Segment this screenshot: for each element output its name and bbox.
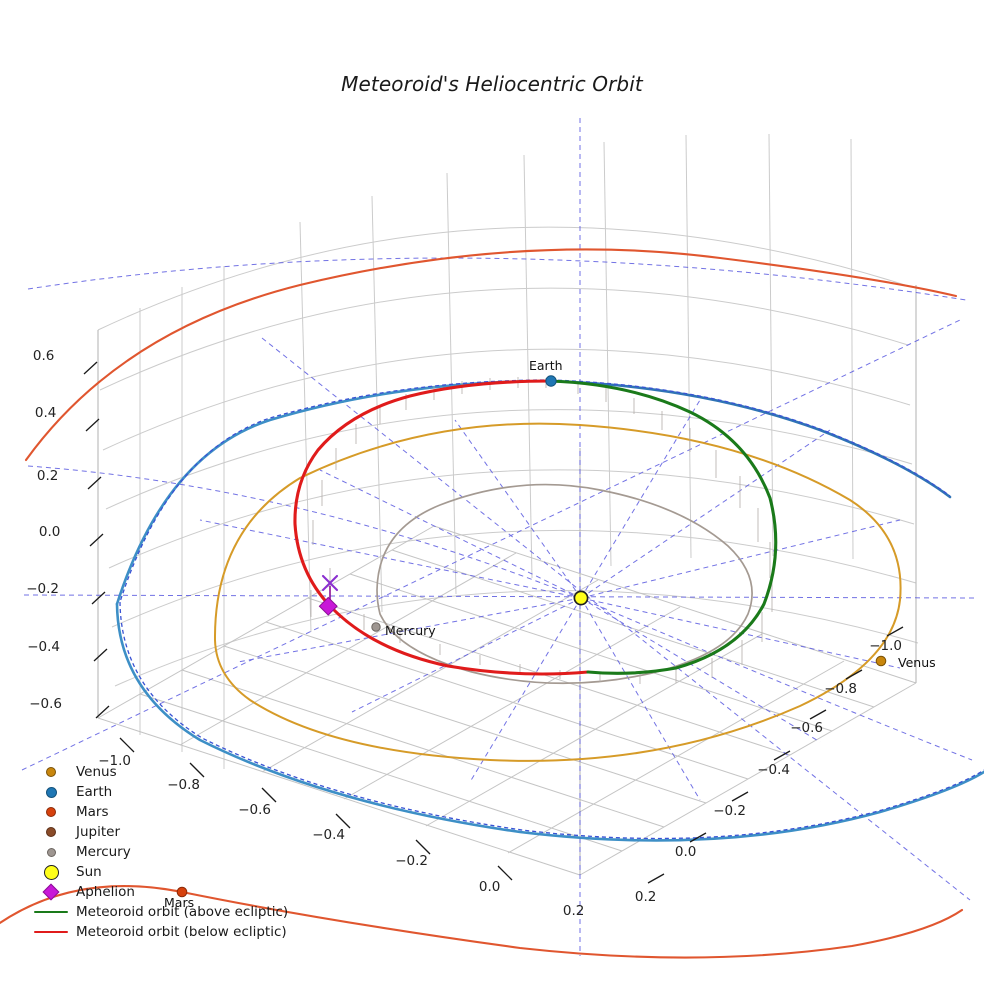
circle-marker-icon [30,782,72,802]
tick-label-z-axis-6: −0.6 [29,696,62,712]
tick-label-y-axis-7: 0.2 [562,903,585,919]
annotation-venus: Venus [898,655,936,670]
tick-label-x-axis-3: −0.4 [312,827,345,843]
axis-tick-marks [83,361,904,884]
legend-item-venus[interactable]: Venus [30,762,298,782]
legend-item-meteoroid-orbit-above-ecliptic[interactable]: Meteoroid orbit (above ecliptic) [30,902,298,922]
circle-marker-icon [30,862,72,882]
mercury-marker [371,622,381,632]
legend-item-mars[interactable]: Mars [30,802,298,822]
tick-label-z-axis-4: −0.2 [26,581,59,597]
orbit-mars [0,248,964,959]
mars-marker [176,886,188,898]
circle-marker-icon [30,822,72,842]
circle-marker-icon [30,842,72,862]
tick-label-z-axis-2: 0.2 [36,468,59,484]
tick-label-z-axis-1: 0.4 [34,405,57,421]
tick-label-z-axis-3: 0.0 [38,524,61,540]
tick-label-x-axis-2: −0.6 [238,802,271,818]
legend-item-mercury[interactable]: Mercury [30,842,298,862]
tick-label-y-axis-2: −0.6 [790,720,823,736]
legend-line-swatch [34,930,68,934]
annotation-mars: Mars [164,895,195,910]
legend-dot-swatch [46,807,56,817]
earth-marker [545,375,557,387]
legend-item-label: Jupiter [76,824,121,840]
legend-item-sun[interactable]: Sun [30,862,298,882]
tick-label-x-axis-4: −0.2 [395,853,428,869]
aphelion-marker [318,596,338,616]
tick-label-z-axis-0: 0.6 [32,348,55,364]
legend-dot-swatch [46,847,56,857]
tick-label-y-axis-5: 0.0 [674,844,697,860]
tick-label-x-axis-1: −0.8 [167,777,200,793]
tick-label-x-axis-0: −1.0 [98,753,131,769]
legend-item-label: Mars [76,804,109,820]
sun-marker [573,590,589,606]
page-title: Meteoroid's Heliocentric Orbit [341,72,643,96]
legend-diamond-swatch [42,883,60,901]
meteoroid-orbit-below-ecliptic [293,379,590,676]
tick-label-y-axis-0: −1.0 [869,638,902,654]
orbit-mercury [376,483,753,685]
legend-dot-swatch [46,827,56,837]
legend-line-icon [30,922,72,942]
legend-line-icon [30,902,72,922]
legend-dot-swatch [45,786,57,798]
diamond-marker-icon [30,882,72,902]
tick-label-y-axis-4: −0.2 [713,803,746,819]
legend-dot-swatch [43,864,59,880]
annotation-earth: Earth [529,358,563,373]
meteoroid-dropline-stems [310,377,773,684]
circle-marker-icon [30,802,72,822]
legend-item-label: Sun [76,864,102,880]
legend-item-jupiter[interactable]: Jupiter [30,822,298,842]
tick-label-y-axis-6: 0.2 [634,889,657,905]
tick-label-x-axis-5: 0.0 [478,879,501,895]
orbit-venus [213,422,902,762]
aphelion-cross-icon [321,574,339,592]
legend-item-aphelion[interactable]: Aphelion [30,882,298,902]
pane-grid-left [97,266,225,769]
legend-item-label: Venus [76,764,117,780]
legend-item-label: Earth [76,784,113,800]
legend-item-earth[interactable]: Earth [30,782,298,802]
legend-dot-swatch [46,767,56,777]
legend-item-label: Mercury [76,844,131,860]
pane-grid-right [97,133,919,687]
orbit-earth [115,379,984,842]
tick-label-y-axis-1: −0.8 [824,681,857,697]
tick-label-z-axis-5: −0.4 [27,639,60,655]
legend-item-label: Meteoroid orbit (above ecliptic) [76,904,289,920]
annotation-mercury: Mercury [385,623,436,638]
legend-line-swatch [34,910,68,914]
legend-item-meteoroid-orbit-below-ecliptic[interactable]: Meteoroid orbit (below ecliptic) [30,922,298,942]
legend-item-label: Aphelion [76,884,135,900]
circle-marker-icon [30,762,72,782]
meteoroid-orbit-above-ecliptic [549,379,778,675]
venus-marker [875,655,887,667]
legend: Venus Earth Mars Jupiter Mercury Sun Aphelion M… [30,762,298,942]
tick-label-y-axis-3: −0.4 [757,762,790,778]
legend-item-label: Meteoroid orbit (below ecliptic) [76,924,287,940]
